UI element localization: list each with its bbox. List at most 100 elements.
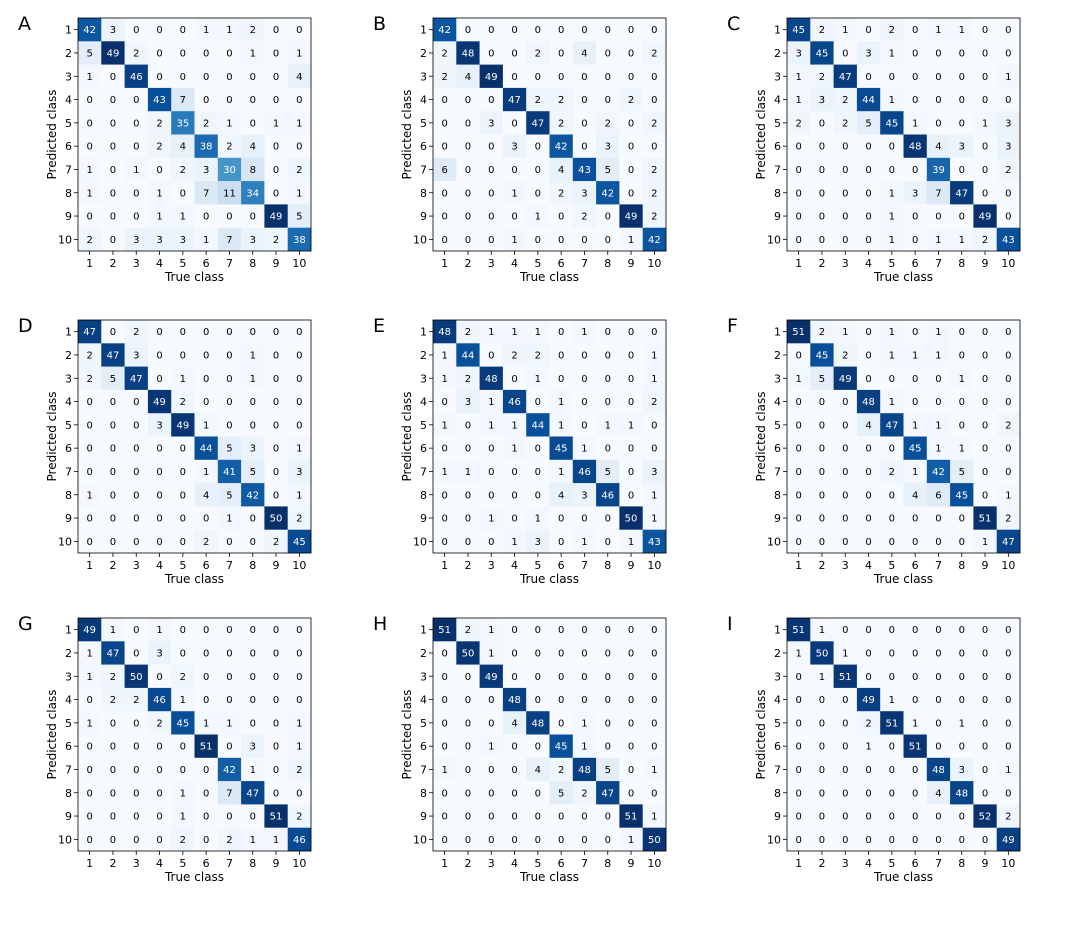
cell-label-f-8-6: 4	[912, 490, 918, 501]
heatmap-cell-d-9-3	[124, 506, 149, 530]
heatmap-cell-f-4-8	[950, 389, 974, 414]
heatmap-cell-b-10-7	[572, 227, 597, 252]
heatmap-cell-d-8-7	[217, 483, 242, 507]
cell-label-c-4-4: 44	[862, 95, 875, 106]
heatmap-cell-c-2-1	[787, 41, 811, 65]
cell-label-e-3-2: 2	[465, 374, 471, 385]
heatmap-cell-h-7-9	[619, 757, 643, 782]
heatmap-cell-g-8-9	[264, 781, 288, 805]
heatmap-cell-f-1-7	[926, 320, 951, 344]
heatmap-cell-g-3-4	[147, 664, 172, 689]
cell-label-i-6-6: 51	[909, 742, 922, 753]
cell-label-h-10-10: 50	[648, 835, 661, 846]
y-tick-label-b-9: 9	[420, 210, 427, 223]
heatmap-cell-c-7-7	[926, 157, 951, 182]
cell-label-c-10-9: 2	[982, 235, 988, 246]
cell-label-g-5-2: 0	[110, 718, 116, 729]
cell-label-a-9-6: 0	[203, 212, 209, 223]
cell-label-c-9-1: 0	[795, 212, 801, 223]
heatmap-cell-e-10-3	[479, 529, 504, 554]
cell-label-b-7-5: 0	[535, 165, 541, 176]
heatmap-cell-i-7-2	[810, 757, 834, 782]
cell-label-i-10-9: 0	[982, 835, 988, 846]
heatmap-cell-b-5-6	[549, 111, 574, 135]
heatmap-cell-e-7-4	[502, 459, 527, 484]
cell-label-b-1-1: 42	[438, 25, 451, 36]
heatmap-cell-i-6-5	[880, 734, 904, 759]
cell-label-d-7-2: 0	[110, 467, 116, 478]
heatmap-cell-f-6-5	[880, 436, 904, 461]
heatmap-cell-d-3-5	[171, 366, 195, 391]
cell-label-e-8-8: 46	[601, 490, 614, 501]
heatmap-cell-h-10-9	[619, 827, 643, 852]
panel-d: D 47 0 2 0 0 0 0 0 0 02 47 3 0 0 0 0 1 0 02 5 47 0 1 0 0 1 0 00 0 0 49 2…	[18, 315, 312, 586]
heatmap-cell-i-9-5	[880, 804, 904, 828]
cell-label-e-2-10: 1	[651, 350, 657, 361]
heatmap-cell-b-7-1	[433, 157, 457, 182]
cell-label-d-3-3: 47	[130, 374, 143, 385]
cell-label-a-8-4: 1	[156, 188, 162, 199]
cell-label-f-7-10: 0	[1005, 467, 1011, 478]
cell-label-h-2-3: 1	[488, 648, 494, 659]
cell-label-c-10-6: 0	[912, 235, 918, 246]
cell-label-h-6-4: 0	[511, 742, 517, 753]
heatmap-cell-g-1-4	[147, 618, 172, 642]
cell-label-f-5-10: 2	[1005, 420, 1011, 431]
cell-label-b-6-5: 0	[535, 142, 541, 153]
cell-label-b-3-9: 0	[628, 72, 634, 83]
cell-label-a-4-3: 0	[133, 95, 139, 106]
cell-label-i-1-1: 51	[792, 625, 805, 636]
cell-label-a-1-10: 0	[296, 25, 302, 36]
cell-label-a-2-3: 2	[133, 48, 139, 59]
heatmap-cell-e-10-2	[456, 529, 480, 554]
heatmap-cell-g-7-5	[171, 757, 195, 782]
heatmap-cell-h-5-6	[549, 711, 574, 735]
heatmap-cell-b-7-2	[456, 157, 480, 182]
cell-label-d-8-10: 1	[296, 490, 302, 501]
y-tick-label-h-9: 9	[420, 810, 427, 823]
cell-label-h-6-8: 0	[605, 742, 611, 753]
cell-label-c-1-5: 2	[889, 25, 895, 36]
heatmap-cell-c-2-4	[856, 41, 881, 65]
heatmap-cell-i-4-3	[833, 687, 858, 712]
heatmap-cell-a-7-1	[78, 157, 102, 182]
y-tick-label-h-6: 6	[420, 740, 427, 753]
heatmap-cell-g-10-3	[124, 827, 149, 852]
heatmap-cell-c-9-6	[903, 204, 928, 228]
heatmap-cell-a-8-8	[241, 181, 265, 205]
heatmap-cell-c-7-6	[903, 157, 928, 182]
y-axis-label-b: Predicted class	[400, 90, 414, 180]
heatmap-cell-d-5-3	[124, 413, 149, 437]
heatmap-cell-e-3-9	[619, 366, 643, 391]
cell-label-g-6-5: 0	[180, 742, 186, 753]
cell-label-f-6-7: 1	[935, 444, 941, 455]
cell-label-i-5-5: 51	[885, 718, 898, 729]
x-tick-label-f-10: 10	[1001, 559, 1015, 572]
x-tick-label-f-8: 8	[958, 559, 965, 572]
heatmap-cell-e-8-8	[596, 483, 620, 507]
cell-label-b-7-2: 0	[465, 165, 471, 176]
heatmap-cell-b-8-9	[619, 181, 643, 205]
cell-label-h-9-9: 51	[625, 812, 638, 823]
heatmap-cell-d-10-6	[194, 529, 219, 554]
heatmap-cell-b-10-2	[456, 227, 480, 252]
heatmap-cell-b-2-7	[572, 41, 597, 65]
cell-label-e-1-2: 2	[465, 327, 471, 338]
heatmap-cell-e-3-4	[502, 366, 527, 391]
cell-label-h-8-7: 2	[581, 788, 587, 799]
heatmap-cell-c-2-7	[926, 41, 951, 65]
heatmap-cell-g-3-7	[217, 664, 242, 689]
cell-label-g-4-1: 0	[86, 695, 92, 706]
heatmap-cell-e-1-8	[596, 320, 620, 344]
heatmap-cell-b-3-1	[433, 64, 457, 89]
heatmap-cell-i-6-6	[903, 734, 928, 759]
cell-label-b-2-9: 0	[628, 48, 634, 59]
cell-label-a-9-4: 1	[156, 212, 162, 223]
heatmap-cell-b-8-2	[456, 181, 480, 205]
cell-label-h-2-7: 0	[581, 648, 587, 659]
cell-label-e-7-10: 3	[651, 467, 657, 478]
cell-label-g-10-3: 0	[133, 835, 139, 846]
y-tick-label-c-8: 8	[774, 187, 781, 200]
cell-label-i-5-1: 0	[795, 718, 801, 729]
x-tick-label-a-10: 10	[292, 257, 306, 270]
